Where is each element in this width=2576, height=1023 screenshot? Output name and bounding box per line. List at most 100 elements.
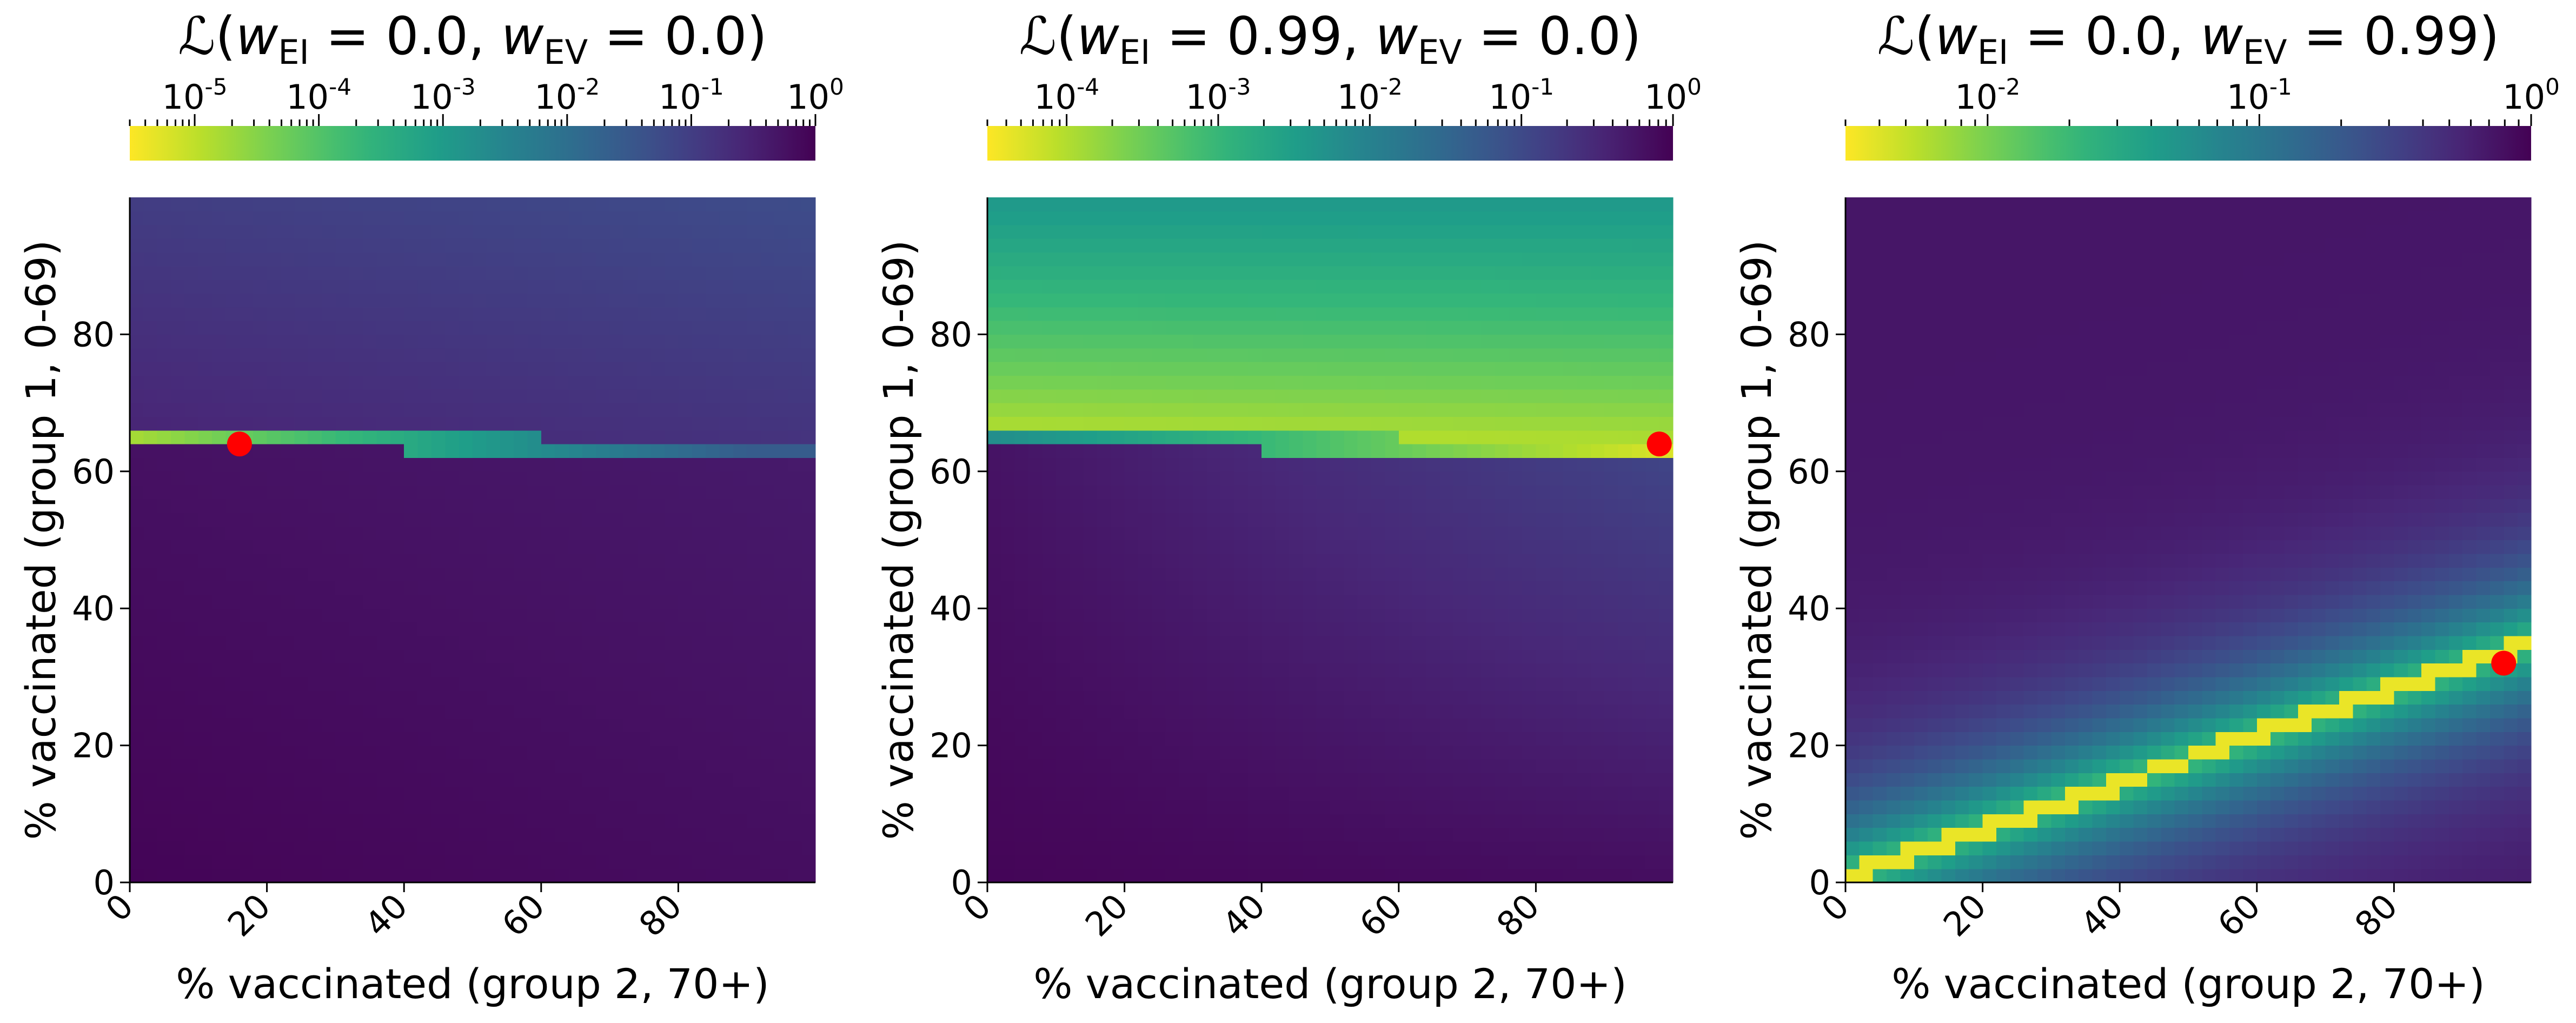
heatmap-cell <box>253 649 268 664</box>
heatmap-cell <box>733 416 747 431</box>
heatmap-cell <box>1165 567 1180 582</box>
heatmap-cell <box>1220 786 1235 801</box>
heatmap-cell <box>431 773 446 787</box>
heatmap-cell <box>1247 280 1262 294</box>
heatmap-cell <box>1344 307 1358 321</box>
heatmap-cell <box>363 553 377 568</box>
heatmap-cell <box>541 540 555 554</box>
heatmap-cell <box>788 457 802 472</box>
heatmap-cell <box>404 444 419 459</box>
heatmap-cell <box>1344 348 1358 362</box>
heatmap-cell <box>1097 814 1111 828</box>
heatmap-cell <box>1549 334 1564 349</box>
heatmap-cell <box>267 457 281 472</box>
heatmap-cell <box>431 663 446 677</box>
heatmap-cell <box>1467 732 1482 746</box>
heatmap-cell <box>1590 430 1605 444</box>
heatmap-cell <box>1631 293 1646 308</box>
heatmap-cell <box>541 827 555 842</box>
heatmap-cell <box>1330 348 1344 362</box>
heatmap-cell <box>1247 732 1262 746</box>
heatmap-cell <box>1344 265 1358 280</box>
heatmap-cell <box>1014 690 1029 705</box>
heatmap-cell <box>1247 499 1262 513</box>
heatmap-cell <box>1097 868 1111 883</box>
heatmap-cell <box>1426 635 1440 650</box>
heatmap-cell <box>445 814 460 828</box>
heatmap-cell <box>473 280 487 294</box>
heatmap-cell <box>445 704 460 719</box>
heatmap-cell <box>143 416 158 431</box>
heatmap-cell <box>637 416 652 431</box>
heatmap-cell <box>1193 759 1207 773</box>
heatmap-cell <box>335 800 350 814</box>
heatmap-cell <box>390 252 404 267</box>
heatmap-cell <box>1289 800 1303 814</box>
heatmap-cell <box>376 676 391 691</box>
heatmap-cell <box>1247 362 1262 376</box>
heatmap-cell <box>1138 773 1152 787</box>
heatmap-cell <box>1549 649 1564 664</box>
heatmap-cell <box>514 855 528 869</box>
heatmap-cell <box>322 430 336 444</box>
heatmap-cell <box>596 773 610 787</box>
heatmap-cell <box>500 800 514 814</box>
heatmap-cell <box>225 334 240 349</box>
heatmap-cell <box>431 252 446 267</box>
heatmap-cell <box>719 649 734 664</box>
heatmap-cell <box>212 293 227 308</box>
heatmap-cell <box>1563 814 1578 828</box>
heatmap-cell <box>527 403 542 417</box>
heatmap-cell <box>1303 471 1317 486</box>
heatmap-cell <box>678 663 693 677</box>
heatmap-cell <box>280 827 295 842</box>
heatmap-cell <box>404 375 419 390</box>
heatmap-cell <box>198 868 213 883</box>
heatmap-cell <box>1371 293 1386 308</box>
heatmap-cell <box>335 444 350 459</box>
heatmap-cell <box>733 827 747 842</box>
heatmap-cell <box>1206 457 1221 472</box>
heatmap-cell <box>1357 444 1372 459</box>
heatmap-cell <box>623 389 638 403</box>
heatmap-cell <box>1042 444 1057 459</box>
heatmap-cell <box>1220 718 1235 732</box>
heatmap-cell <box>1495 868 1509 883</box>
heatmap-cell <box>719 800 734 814</box>
heatmap-cell <box>1439 334 1454 349</box>
heatmap-cell <box>1165 375 1180 390</box>
heatmap-cell <box>1206 526 1221 541</box>
heatmap-cell <box>650 403 665 417</box>
heatmap-cell <box>514 567 528 582</box>
heatmap-cell <box>733 252 747 267</box>
heatmap-cell <box>143 375 158 390</box>
heatmap-cell <box>1247 444 1262 459</box>
heatmap-cell <box>294 608 309 623</box>
heatmap-cell <box>987 238 1001 253</box>
heatmap-cell <box>390 389 404 403</box>
heatmap-cell <box>1659 690 1674 705</box>
heatmap-cell <box>1645 704 1660 719</box>
heatmap-cell <box>431 800 446 814</box>
heatmap-cell <box>253 622 268 636</box>
heatmap-cell <box>1316 800 1331 814</box>
heatmap-cell <box>1577 622 1591 636</box>
heatmap-cell <box>527 635 542 650</box>
heatmap-cell <box>1495 745 1509 760</box>
heatmap-cell <box>267 704 281 719</box>
heatmap-cell <box>1563 334 1578 349</box>
heatmap-cell <box>239 334 254 349</box>
heatmap-cell <box>1165 786 1180 801</box>
heatmap-cell <box>1604 293 1619 308</box>
heatmap-cell <box>390 773 404 787</box>
heatmap-cell <box>1070 389 1084 403</box>
heatmap-cell <box>1303 690 1317 705</box>
heatmap-cell <box>404 773 419 787</box>
heatmap-cell <box>267 649 281 664</box>
heatmap-cell <box>431 690 446 705</box>
heatmap-cell <box>1083 307 1098 321</box>
heatmap-cell <box>280 499 295 513</box>
heatmap-cell <box>417 841 432 855</box>
heatmap-cell <box>665 635 679 650</box>
heatmap-cell <box>568 375 583 390</box>
